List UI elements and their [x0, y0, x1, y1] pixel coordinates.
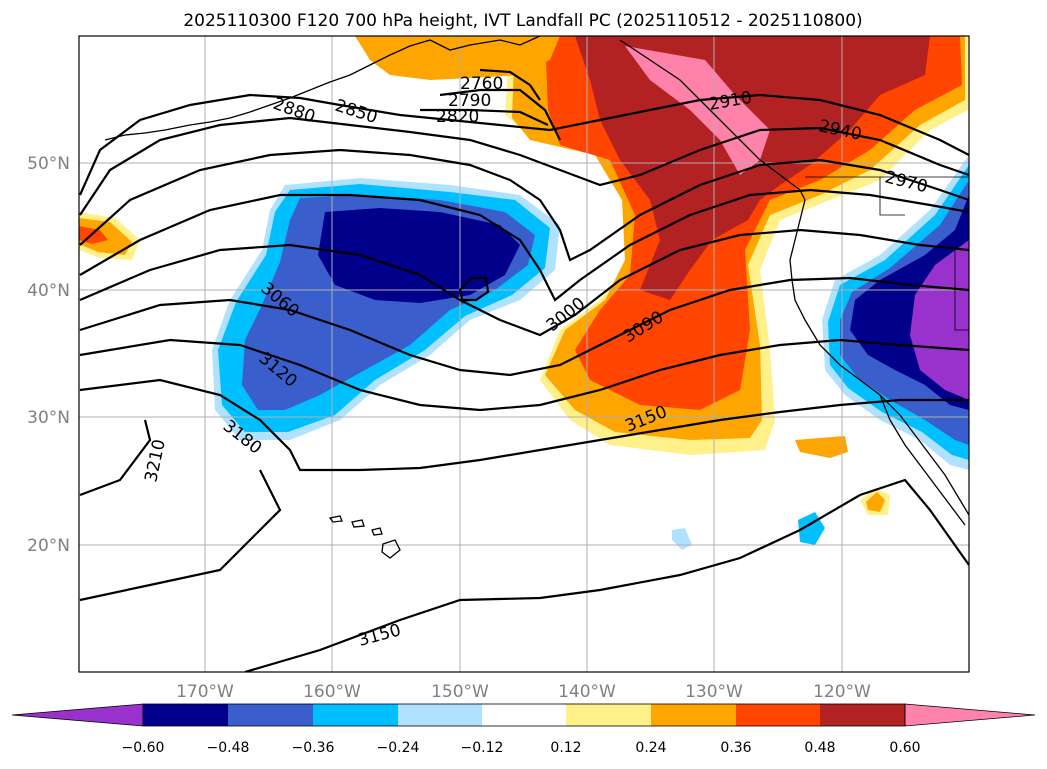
lon-label-120w: 120°W [813, 682, 871, 702]
coast-hawaii-1 [328, 515, 343, 523]
shade-west-patch-inner [79, 218, 132, 255]
shade-coast-purple [910, 240, 969, 400]
colorbar-bin-1 [143, 704, 228, 726]
coastlines [104, 36, 969, 559]
lat-label-40n: 40°N [27, 281, 70, 301]
map-frame [78, 35, 970, 673]
lon-label-140w: 140°W [558, 682, 616, 702]
contour-label-2820: 2820 [436, 107, 479, 127]
coast-alaska-south [429, 36, 541, 51]
colorbar-bin-7 [651, 704, 736, 726]
colorbar-tick-9: 0.48 [804, 740, 835, 756]
colorbar-tick-3: −0.36 [292, 740, 335, 756]
colorbar-bin-4 [398, 704, 482, 726]
lat-label-20n: 20°N [27, 536, 70, 556]
height-contours [79, 68, 969, 672]
lat-label-50n: 50°N [27, 154, 70, 174]
lat-labels: 50°N 40°N 30°N 20°N [27, 154, 70, 556]
colorbar-bin-9 [820, 704, 905, 726]
map-panel: 2760 2790 2820 2850 2880 2910 2940 2970 … [79, 36, 969, 672]
gridlines [79, 36, 969, 672]
contour-label-2760: 2760 [460, 74, 503, 94]
colorbar-tick-5: −0.12 [461, 740, 504, 756]
shade-pink-core [625, 46, 770, 175]
lon-label-150w: 150°W [431, 682, 489, 702]
lon-labels: 170°W 160°W 150°W 140°W 130°W 120°W [176, 682, 871, 702]
coast-baja [879, 394, 966, 526]
coast-hawaii-3 [371, 527, 383, 536]
lon-label-130w: 130°W [685, 682, 743, 702]
lon-label-160w: 160°W [303, 682, 361, 702]
colorbar-tick-10: 0.60 [889, 740, 920, 756]
colorbar [11, 703, 1036, 727]
colorbar-tick-7: 0.24 [635, 740, 666, 756]
colorbar-tick-6: 0.12 [550, 740, 581, 756]
lat-label-30n: 30°N [27, 408, 70, 428]
colorbar-ticks: −0.60 −0.48 −0.36 −0.24 −0.12 0.12 0.24 … [122, 740, 921, 756]
coast-hawaii-2 [351, 519, 365, 528]
lon-label-170w: 170°W [176, 682, 234, 702]
coast-hawaii-4 [381, 539, 401, 559]
colorbar-tick-4: −0.24 [377, 740, 420, 756]
colorbar-tick-1: −0.60 [122, 740, 165, 756]
shade-patch-south1 [795, 436, 848, 458]
colorbar-tick-8: 0.36 [720, 740, 751, 756]
border-states [879, 177, 969, 331]
map-title: 2025110300 F120 700 hPa height, IVT Land… [183, 11, 862, 31]
colorbar-bin-5 [482, 704, 566, 726]
colorbar-tick-2: −0.48 [207, 740, 250, 756]
shade-patch-south2-core [866, 492, 885, 512]
coast-us-west [789, 199, 969, 516]
colorbar-bin-3 [313, 704, 398, 726]
colorbar-bin-6 [566, 704, 651, 726]
contour-label-2790: 2790 [448, 91, 491, 111]
colorbar-frame [142, 703, 906, 727]
colorbar-bin-8 [736, 704, 820, 726]
colorbar-bin-2 [228, 704, 313, 726]
coast-bc [619, 39, 806, 201]
colorbar-extend-max [904, 703, 1036, 727]
colorbar-extend-min [11, 703, 144, 727]
coast-aleutians [104, 39, 431, 141]
